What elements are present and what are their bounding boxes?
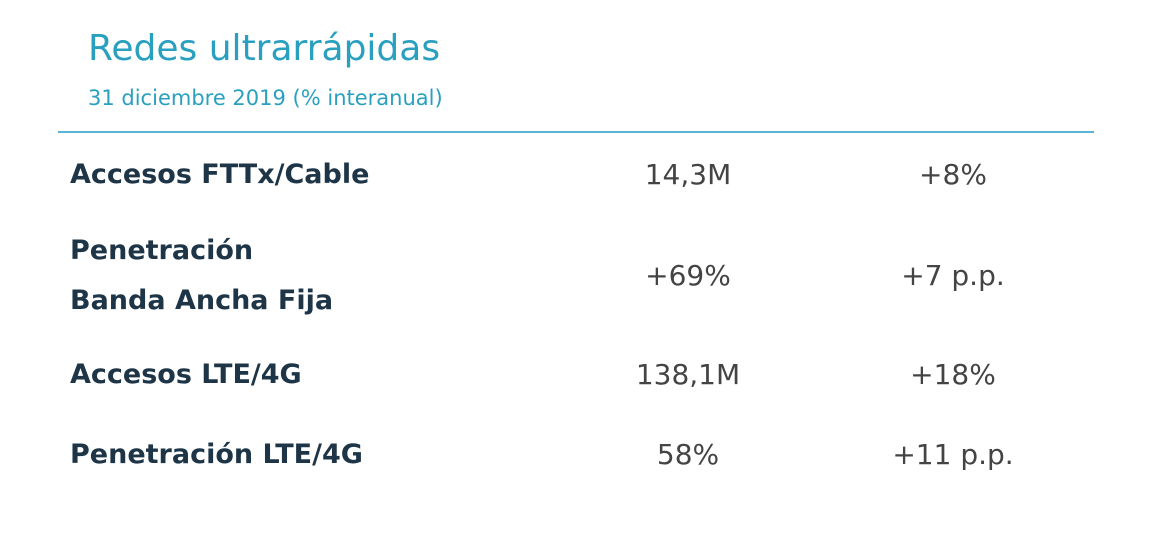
cell-value: +18% [910, 358, 996, 391]
cell-value: 58% [656, 438, 720, 471]
row-label: Penetración Banda Ancha Fija [70, 235, 334, 316]
cell-value: +11 p.p. [892, 438, 1014, 471]
row-label: Accesos FTTx/Cable [70, 159, 370, 190]
row-label: Penetración LTE/4G [70, 439, 363, 470]
divider [58, 131, 1094, 133]
cell-value: 138,1M [635, 358, 741, 391]
table-row: Accesos LTE/4G 138,1M +18% [0, 350, 1156, 400]
table-row: Penetración Banda Ancha Fija +69% +7 p.p. [0, 226, 1156, 326]
table-row: Accesos FTTx/Cable 14,3M +8% [0, 150, 1156, 200]
title: Redes ultrarrápidas [88, 28, 441, 69]
row-label: Accesos LTE/4G [70, 359, 302, 390]
cell-value: 14,3M [644, 158, 732, 191]
table-row: Penetración LTE/4G 58% +11 p.p. [0, 430, 1156, 480]
cell-value: +69% [645, 259, 731, 292]
subtitle: 31 diciembre 2019 (% interanual) [88, 86, 443, 110]
cell-value: +7 p.p. [901, 259, 1005, 292]
cell-value: +8% [919, 158, 987, 191]
